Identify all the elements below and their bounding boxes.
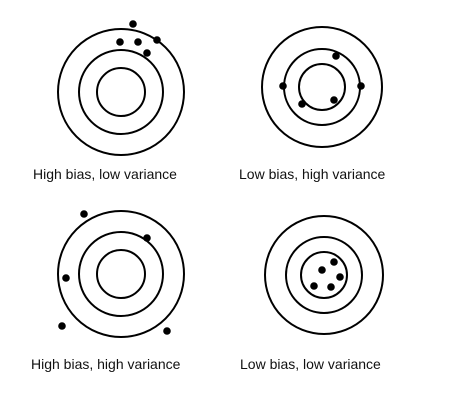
caption-high-bias-high-variance: High bias, high variance bbox=[31, 356, 181, 372]
caption-low-bias-high-variance: Low bias, high variance bbox=[239, 166, 386, 182]
target-outer-ring bbox=[261, 26, 383, 148]
target-bullseye-ring bbox=[96, 67, 146, 117]
target-bullseye-ring bbox=[96, 249, 146, 299]
shot-point bbox=[116, 38, 124, 46]
target-middle-ring bbox=[285, 236, 363, 314]
shot-point bbox=[134, 38, 142, 46]
shot-point bbox=[143, 49, 151, 57]
shot-point bbox=[318, 266, 326, 274]
shot-point bbox=[336, 273, 344, 281]
target-bullseye-ring bbox=[300, 251, 348, 299]
target-bullseye-ring bbox=[298, 63, 346, 111]
target-high-bias-high-variance bbox=[57, 210, 185, 338]
shot-point bbox=[332, 52, 340, 60]
shot-point bbox=[330, 96, 338, 104]
shot-point bbox=[357, 82, 365, 90]
target-outer-ring bbox=[57, 210, 185, 338]
target-outer-ring bbox=[264, 215, 384, 335]
shot-point bbox=[330, 258, 338, 266]
shot-point bbox=[129, 20, 137, 28]
target-low-bias-high-variance bbox=[261, 26, 383, 148]
target-low-bias-low-variance bbox=[264, 215, 384, 335]
caption-low-bias-low-variance: Low bias, low variance bbox=[240, 356, 381, 372]
target-middle-ring bbox=[283, 48, 361, 126]
shot-point bbox=[163, 327, 171, 335]
target-outer-ring bbox=[57, 28, 185, 156]
target-high-bias-low-variance bbox=[57, 20, 185, 156]
target-middle-ring bbox=[78, 49, 164, 135]
shot-point bbox=[62, 274, 70, 282]
shot-point bbox=[310, 282, 318, 290]
shot-point bbox=[327, 283, 335, 291]
shot-point bbox=[298, 100, 306, 108]
shot-point bbox=[58, 322, 66, 330]
shot-point bbox=[143, 234, 151, 242]
shot-point bbox=[153, 36, 161, 44]
shot-point bbox=[279, 82, 287, 90]
caption-high-bias-low-variance: High bias, low variance bbox=[33, 166, 177, 182]
shot-point bbox=[80, 210, 88, 218]
target-middle-ring bbox=[78, 231, 164, 317]
